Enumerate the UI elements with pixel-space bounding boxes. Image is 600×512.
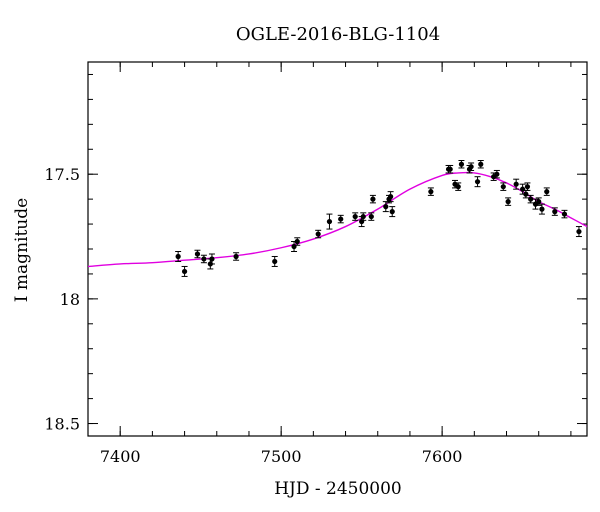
point-marker <box>338 216 344 222</box>
data-point <box>505 197 512 206</box>
chart-title: OGLE-2016-BLG-1104 <box>236 24 440 45</box>
x-tick-label: 7400 <box>100 447 141 466</box>
data-point <box>200 254 207 264</box>
point-marker <box>544 189 550 195</box>
point-marker <box>520 186 526 192</box>
data-point <box>315 229 322 239</box>
point-marker <box>352 213 358 220</box>
point-marker <box>494 171 500 177</box>
data-point <box>294 237 301 246</box>
point-marker <box>468 164 474 170</box>
data-point <box>175 250 182 262</box>
data-point <box>427 187 434 196</box>
data-point <box>337 214 344 224</box>
data-point <box>326 213 333 230</box>
tick-labels: 7400 7500 7600 17.5 18 18.5 <box>44 165 462 466</box>
point-marker <box>576 228 582 235</box>
point-marker <box>175 253 181 260</box>
x-tick-label: 7600 <box>422 447 463 466</box>
point-marker <box>552 209 558 215</box>
data-point <box>522 189 529 199</box>
point-marker <box>458 161 465 167</box>
point-marker <box>447 166 453 172</box>
data-point <box>500 182 507 191</box>
axis-ticks <box>88 62 587 436</box>
point-marker <box>539 206 545 212</box>
point-marker <box>513 181 519 187</box>
point-marker <box>360 213 366 220</box>
data-point <box>271 255 278 267</box>
point-marker <box>500 184 506 190</box>
data-point <box>524 182 531 191</box>
data-point <box>455 182 462 191</box>
data-point <box>551 207 558 216</box>
data-point <box>513 178 520 190</box>
point-marker <box>505 199 511 205</box>
model-curve <box>87 171 588 268</box>
data-point <box>368 212 375 221</box>
data-point <box>543 187 550 196</box>
data-point <box>538 203 545 215</box>
point-marker <box>291 243 297 250</box>
data-point <box>387 191 394 203</box>
data-point <box>181 265 188 277</box>
data-point <box>352 212 359 221</box>
x-axis-label: HJD - 2450000 <box>274 479 402 499</box>
point-marker <box>388 194 394 200</box>
point-marker <box>455 184 461 190</box>
point-marker <box>294 238 300 245</box>
point-marker <box>209 256 215 262</box>
data-point <box>382 201 389 213</box>
point-marker <box>561 211 568 217</box>
point-marker <box>389 209 395 215</box>
point-marker <box>523 191 529 197</box>
point-marker <box>478 161 484 167</box>
data-point <box>369 194 376 204</box>
point-marker <box>524 184 531 190</box>
data-point <box>493 169 500 179</box>
point-marker <box>383 204 389 210</box>
data-point <box>447 164 454 174</box>
plot-frame <box>87 61 588 437</box>
point-marker <box>528 196 534 202</box>
data-point <box>360 212 367 221</box>
y-tick-label: 18 <box>60 290 80 309</box>
point-marker <box>428 189 434 195</box>
point-marker <box>326 218 333 225</box>
data-point <box>458 159 465 169</box>
point-marker <box>474 179 481 185</box>
data-point <box>474 176 481 188</box>
data-point <box>561 209 568 219</box>
data-point <box>477 159 484 169</box>
point-marker <box>370 196 376 202</box>
point-marker <box>272 258 278 265</box>
data-point <box>389 206 396 218</box>
x-tick-label: 7500 <box>261 447 302 466</box>
point-marker <box>233 253 239 260</box>
y-tick-label: 17.5 <box>44 165 80 184</box>
y-tick-label: 18.5 <box>44 415 80 434</box>
point-marker <box>368 213 374 220</box>
data-point <box>535 197 542 206</box>
data-point <box>233 252 240 261</box>
data-point <box>527 194 534 204</box>
y-axis-label: I magnitude <box>12 198 32 302</box>
data-points <box>175 159 582 277</box>
point-marker <box>315 231 321 237</box>
data-point <box>468 162 475 171</box>
point-marker <box>181 268 188 275</box>
data-point <box>575 226 582 238</box>
point-marker <box>194 251 201 257</box>
point-marker <box>201 256 207 262</box>
point-marker <box>536 199 542 205</box>
data-point <box>208 253 215 265</box>
data-point <box>194 249 201 259</box>
